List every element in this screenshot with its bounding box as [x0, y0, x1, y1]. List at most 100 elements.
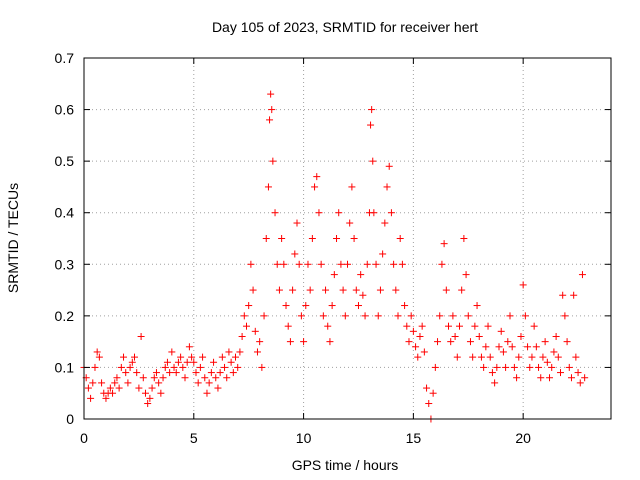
- data-point: [240, 312, 248, 320]
- data-point: [166, 369, 174, 377]
- data-point: [460, 235, 468, 242]
- data-point: [530, 322, 538, 330]
- data-point: [146, 394, 154, 402]
- data-point: [163, 358, 171, 366]
- y-tick-label: 0.7: [55, 50, 75, 66]
- data-point: [475, 332, 483, 340]
- data-point: [229, 369, 237, 377]
- data-point: [394, 312, 402, 320]
- data-point: [519, 281, 527, 289]
- data-point: [451, 332, 459, 340]
- data-point: [199, 353, 207, 361]
- data-point: [578, 271, 586, 279]
- data-point: [425, 400, 433, 408]
- data-point: [346, 219, 354, 227]
- data-point: [434, 338, 442, 346]
- data-point: [576, 379, 584, 387]
- x-tick-label: 5: [190, 430, 198, 446]
- data-point: [414, 353, 422, 361]
- data-point: [374, 312, 382, 320]
- data-point: [341, 312, 349, 320]
- data-point: [95, 353, 103, 361]
- data-point: [194, 379, 202, 387]
- data-point: [293, 219, 301, 227]
- data-point: [251, 327, 259, 335]
- data-point: [548, 363, 556, 371]
- data-point: [387, 209, 395, 217]
- data-point: [477, 353, 485, 361]
- data-point: [396, 235, 404, 242]
- data-point: [177, 353, 185, 361]
- data-point: [253, 348, 261, 356]
- data-point: [258, 363, 266, 371]
- data-point: [106, 384, 114, 392]
- data-point: [367, 121, 375, 129]
- data-point: [429, 389, 437, 397]
- data-point: [376, 286, 384, 294]
- y-tick-label: 0.3: [55, 256, 75, 272]
- data-point: [128, 358, 136, 366]
- data-point: [381, 219, 389, 227]
- y-axis-title: SRMTID / TECUs: [5, 183, 21, 293]
- data-point: [210, 358, 218, 366]
- data-point: [370, 209, 378, 217]
- data-point: [521, 312, 529, 320]
- data-point: [546, 374, 554, 382]
- data-point: [535, 363, 543, 371]
- data-point: [350, 235, 358, 242]
- data-point: [113, 374, 121, 382]
- data-point: [286, 338, 294, 346]
- data-point: [152, 369, 160, 377]
- data-point: [431, 363, 439, 371]
- data-point: [148, 384, 156, 392]
- data-point: [185, 343, 193, 351]
- data-point: [249, 286, 257, 294]
- data-point: [368, 106, 376, 114]
- x-axis-title: GPS time / hours: [292, 457, 399, 473]
- data-point: [499, 348, 507, 356]
- data-point: [348, 183, 356, 191]
- data-point: [324, 322, 332, 330]
- data-point: [515, 353, 523, 361]
- data-point: [111, 379, 119, 387]
- data-point: [469, 353, 477, 361]
- data-point: [333, 235, 341, 242]
- data-point: [278, 235, 286, 242]
- data-point: [335, 209, 343, 217]
- data-point: [196, 363, 204, 371]
- data-point: [225, 348, 233, 356]
- data-point: [120, 353, 128, 361]
- data-point: [174, 358, 182, 366]
- y-tick-label: 0.1: [55, 359, 75, 375]
- data-point: [275, 286, 283, 294]
- data-point: [526, 363, 534, 371]
- data-point: [161, 363, 169, 371]
- data-point: [554, 353, 562, 361]
- data-point: [289, 286, 297, 294]
- data-point: [295, 260, 303, 268]
- data-point: [302, 302, 310, 310]
- data-point: [223, 374, 231, 382]
- data-point: [453, 353, 461, 361]
- data-point: [543, 358, 551, 366]
- data-point: [124, 379, 132, 387]
- data-point: [242, 322, 250, 330]
- data-point: [159, 374, 167, 382]
- data-point: [133, 369, 141, 377]
- data-point: [447, 338, 455, 346]
- data-point: [537, 374, 545, 382]
- data-point: [423, 384, 431, 392]
- data-point: [369, 157, 377, 165]
- data-point: [352, 286, 360, 294]
- data-point: [93, 348, 101, 356]
- data-point: [268, 106, 276, 114]
- data-point: [218, 353, 226, 361]
- data-point: [462, 271, 470, 279]
- data-point: [326, 338, 334, 346]
- data-point: [203, 389, 211, 397]
- data-point: [282, 302, 290, 310]
- data-point: [98, 379, 106, 387]
- data-point: [89, 379, 97, 387]
- data-point: [84, 384, 92, 392]
- data-point: [330, 271, 338, 279]
